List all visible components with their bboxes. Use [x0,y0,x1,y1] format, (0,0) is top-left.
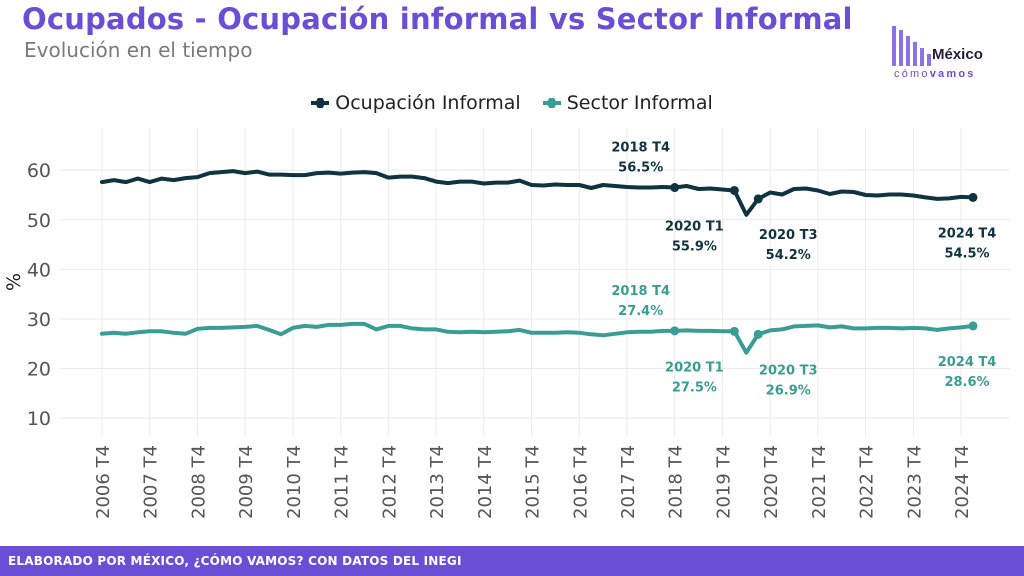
annotation-label: 2024 T4 [938,355,997,370]
x-tick-label: 2013 T4 [427,445,448,519]
x-tick-label: 2009 T4 [236,445,257,519]
x-tick-label: 2018 T4 [666,445,687,519]
footer-bar: ELABORADO POR MÉXICO, ¿CÓMO VAMOS? CON D… [0,546,1024,576]
x-tick-label: 2008 T4 [188,445,209,519]
annotation-value: 26.9% [766,383,811,398]
x-tick-label: 2012 T4 [379,445,400,519]
page-title: Ocupados - Ocupación informal vs Sector … [22,2,853,36]
x-tick-label: 2007 T4 [141,445,162,519]
page-subtitle: Evolución en el tiempo [24,38,253,62]
y-tick-label: 30 [27,309,51,331]
annotation-value: 27.5% [672,380,717,395]
x-tick-label: 2020 T4 [761,445,782,519]
legend-label-ocupacion: Ocupación Informal [335,92,521,114]
annotation-marker [729,185,739,195]
annotation-marker [670,183,680,193]
legend-item-ocupacion: Ocupación Informal [311,92,521,114]
y-axis-label: % [3,273,25,291]
annotation-value: 54.2% [766,248,811,263]
annotation-label: 2020 T3 [759,363,818,378]
x-tick-label: 2023 T4 [904,445,925,519]
mexico-como-vamos-logo: México cómovamos [888,22,1008,82]
legend-swatch-ocupacion [311,96,330,110]
x-tick-label: 2021 T4 [809,445,830,519]
annotation-label: 2020 T1 [665,219,724,234]
y-tick-label: 10 [27,408,51,430]
annotation-value: 54.5% [944,246,989,261]
footer-credit: ELABORADO POR MÉXICO, ¿CÓMO VAMOS? CON D… [8,554,462,568]
logo-bars-icon [892,26,942,66]
y-tick-label: 40 [27,259,51,281]
annotation-label: 2024 T4 [938,226,997,241]
line-chart: 10 20 30 40 50 60% 2006 T4 2007 T4 2008 T4 2009 T… [3,128,1010,519]
annotation-marker [968,321,978,331]
logo-tag-bold: vamos [929,68,976,80]
annotation-value: 28.6% [944,375,989,390]
y-tick-label: 50 [27,210,51,232]
logo-tag-light: cómo [894,68,930,80]
annotation-value: 27.4% [618,304,663,319]
x-tick-label: 2017 T4 [618,445,639,519]
y-tick-label: 20 [27,359,51,381]
annotation-label: 2018 T4 [611,284,670,299]
x-tick-label: 2006 T4 [93,445,114,519]
annotation-marker [753,194,763,204]
x-tick-label: 2010 T4 [284,445,305,519]
x-tick-label: 2024 T4 [952,445,973,519]
x-tick-label: 2016 T4 [570,445,591,519]
x-tick-label: 2014 T4 [475,445,496,519]
annotation-marker [753,329,763,339]
legend-swatch-sector [542,96,561,110]
series-line-ocupacion-informal [100,169,975,217]
annotation-marker [670,326,680,336]
annotation-label: 2020 T3 [759,228,818,243]
annotation-marker [729,326,739,336]
chart-legend: Ocupación Informal Sector Informal [0,92,1024,115]
annotation-marker [968,192,978,202]
x-tick-label: 2019 T4 [713,445,734,519]
annotation-label: 2020 T1 [665,360,724,375]
logo-word: México [932,46,983,63]
x-tick-label: 2022 T4 [857,445,878,519]
series-line-sector-informal [100,321,975,355]
annotation-value: 56.5% [618,161,663,176]
legend-label-sector: Sector Informal [566,92,713,114]
logo-tagline: cómovamos [894,68,976,80]
x-tick-label: 2015 T4 [523,445,544,519]
annotation-label: 2018 T4 [611,141,670,156]
annotation-value: 55.9% [672,239,717,254]
x-tick-label: 2011 T4 [332,445,353,519]
y-tick-label: 60 [27,160,51,182]
legend-item-sector: Sector Informal [542,92,713,114]
